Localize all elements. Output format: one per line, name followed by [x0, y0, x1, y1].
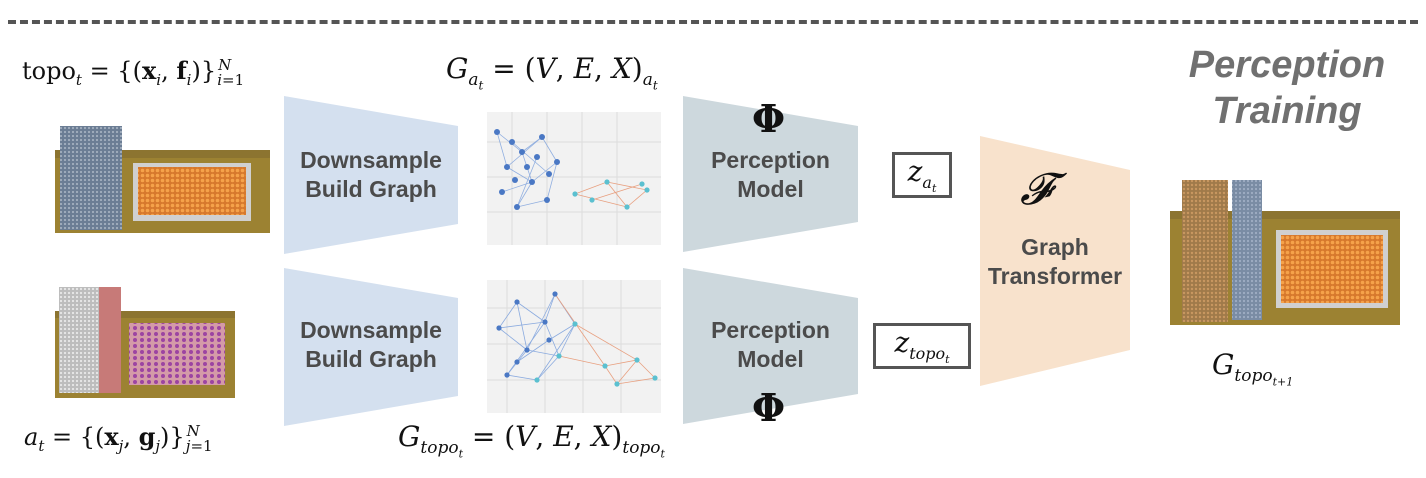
output-graph-symbol: G	[1212, 348, 1235, 381]
downsample-block-top	[284, 96, 458, 254]
transformer-label-line2: Transformer	[987, 263, 1123, 289]
top-dashed-divider	[8, 20, 1418, 24]
downsample-block-bottom	[284, 268, 458, 426]
downsample-label-bottom: Downsample Build Graph	[284, 316, 458, 374]
latent-z-at-box: zat	[892, 152, 952, 198]
phi-symbol-top: Φ	[752, 96, 786, 141]
perception-label-bottom: Perception Model	[683, 316, 858, 374]
action-label: a	[24, 423, 39, 451]
downsample-label-top-line2: Build Graph	[305, 176, 437, 202]
perception-label-top: Perception Model	[683, 146, 858, 204]
downsample-label-top: Downsample Build Graph	[284, 146, 458, 204]
latent-z-topo-symbol: z	[894, 326, 910, 360]
topo-scene-image	[55, 126, 270, 233]
section-title: Perception Training	[1172, 42, 1402, 134]
output-scene-image	[1170, 180, 1400, 325]
perception-block-top	[683, 96, 858, 252]
action-scene-image	[55, 287, 235, 398]
topo-definition: topot = {(xi, fi)} Ni=1	[22, 56, 245, 89]
graph-topo-symbol: G	[398, 420, 421, 453]
phi-symbol-bottom: Φ	[752, 385, 786, 430]
graph-topo-equation: Gtopot = (V, E, X)topot	[398, 420, 665, 460]
perception-block-bottom	[683, 268, 858, 424]
topo-label: topo	[22, 57, 76, 85]
transformer-symbol: 𝓕	[1020, 164, 1053, 215]
perception-label-bottom-line1: Perception	[711, 317, 830, 343]
perception-label-top-line1: Perception	[711, 147, 830, 173]
transformer-label-line1: Graph	[1021, 234, 1089, 260]
downsample-label-bottom-line2: Build Graph	[305, 346, 437, 372]
downsample-label-bottom-line1: Downsample	[300, 317, 442, 343]
perception-label-top-line2: Model	[737, 176, 804, 202]
graph-transformer-block	[980, 136, 1130, 386]
perception-label-bottom-line2: Model	[737, 346, 804, 372]
latent-z-topo-box: ztopot	[873, 323, 971, 369]
graph-at-symbol: G	[446, 52, 469, 85]
section-title-line2: Training	[1212, 90, 1362, 132]
action-definition: at = {(xj, gj)} Nj=1	[24, 422, 213, 455]
graph-at-equation: Gat = (V, E, X)at	[446, 52, 658, 92]
graph-at-panel	[487, 112, 661, 245]
section-title-line1: Perception	[1188, 44, 1386, 86]
transformer-label: Graph Transformer	[980, 233, 1130, 291]
output-graph-label: Gtopot+1	[1212, 348, 1294, 388]
downsample-label-top-line1: Downsample	[300, 147, 442, 173]
graph-topo-panel	[487, 280, 661, 413]
latent-z-at-symbol: z	[907, 155, 923, 189]
